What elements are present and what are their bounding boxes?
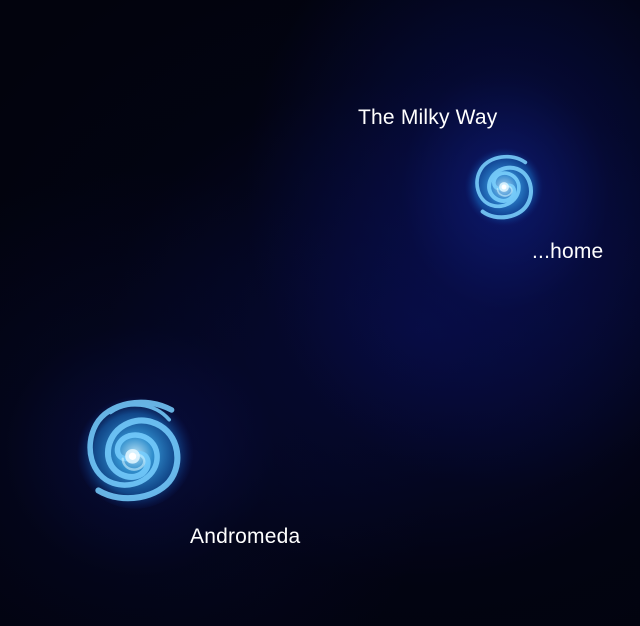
milky-way-label: The Milky Way [358, 106, 498, 129]
home-label: ...home [532, 240, 604, 263]
milky-way-galaxy [464, 147, 544, 227]
andromeda-galaxy [76, 394, 194, 509]
andromeda-label: Andromeda [190, 525, 301, 548]
